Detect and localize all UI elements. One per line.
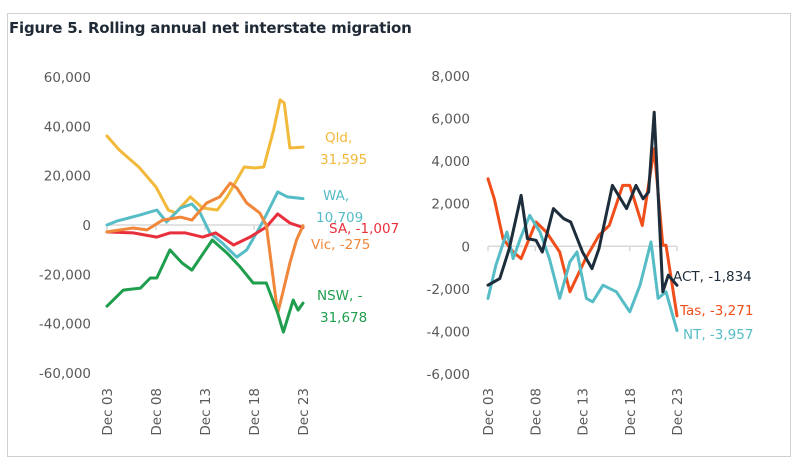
- y-tick-label: 6,000: [431, 112, 470, 128]
- y-tick-label: 0: [82, 218, 91, 234]
- series-line-nt: [486, 213, 679, 332]
- series-label-qld: Qld,: [325, 130, 352, 146]
- x-tick-label: Dec 23: [670, 388, 686, 436]
- y-tick-label: 8,000: [431, 69, 470, 85]
- series-line-wa: [105, 190, 305, 259]
- x-tick-label: Dec 08: [528, 388, 544, 436]
- y-tick-label: 60,000: [44, 70, 91, 86]
- series-label-nsw: NSW, -: [317, 288, 363, 304]
- chart-panel-1: 60,000 40,000 20,000 0 -20,000 -40,000 -60,000…: [39, 70, 399, 436]
- x-tick-label: Dec 03: [100, 388, 116, 436]
- chart-panel-2: 8,000 6,000 4,000 2,000 0 -2,000 -4,000 -6,000 D…: [426, 69, 753, 436]
- x-tick-label: Dec 18: [623, 388, 639, 436]
- y-tick-label: -2,000: [426, 282, 470, 298]
- y-tick-label: -20,000: [39, 267, 91, 283]
- x-tick-label: Dec 08: [149, 388, 165, 436]
- y-tick-label: 2,000: [431, 197, 470, 213]
- x-tick-label: Dec 18: [247, 388, 263, 436]
- series-line-qld: [105, 98, 305, 215]
- series-label-qld: 31,595: [320, 152, 367, 168]
- y-tick-label: -60,000: [39, 366, 91, 382]
- series-label-nsw: 31,678: [320, 310, 367, 326]
- x-tick-label: Dec 13: [576, 388, 592, 436]
- series-line-vic: [105, 181, 305, 315]
- y-tick-label: -4,000: [426, 324, 470, 340]
- series-label-wa: 10,709: [316, 210, 363, 226]
- series-label-nt: NT, -3,957: [683, 327, 753, 343]
- series-line-act: [486, 110, 679, 294]
- series-line-sa: [105, 212, 305, 247]
- series-line-nsw: [105, 238, 305, 334]
- y-tick-label: -6,000: [426, 367, 470, 383]
- y-tick-label: -40,000: [39, 317, 91, 333]
- figure-frame: [7, 13, 791, 457]
- x-tick-label: Dec 13: [198, 388, 214, 436]
- series-label-act: ACT, -1,834: [673, 269, 752, 285]
- series-label-sa: SA, -1,007: [329, 221, 399, 237]
- y-tick-label: 20,000: [44, 169, 91, 185]
- series-label-wa: WA,: [323, 188, 349, 204]
- x-tick-label: Dec 03: [481, 388, 497, 436]
- y-tick-label: 0: [461, 239, 470, 255]
- series-label-vic: Vic, -275: [311, 237, 370, 253]
- figure-title: Figure 5. Rolling annual net interstate …: [9, 19, 412, 37]
- series-label-tas: Tas, -3,271: [679, 303, 753, 319]
- y-tick-label: 40,000: [44, 119, 91, 135]
- x-tick-label: Dec 23: [296, 388, 312, 436]
- y-tick-label: 4,000: [431, 154, 470, 170]
